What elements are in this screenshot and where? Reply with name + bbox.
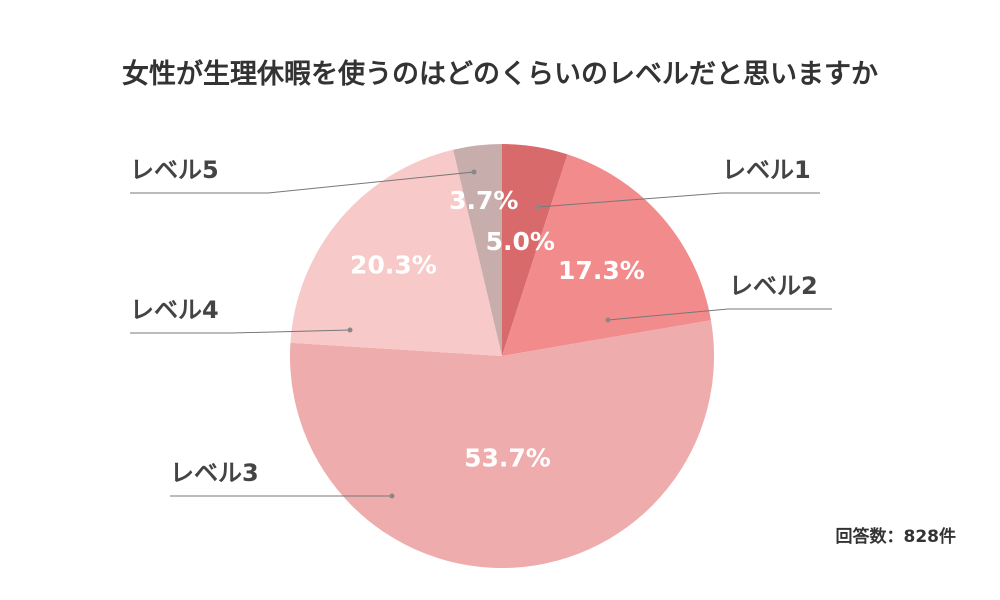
pie-slice-1 [502, 144, 568, 356]
chart-title: 女性が生理休暇を使うのはどのくらいのレベルだと思いますか [122, 59, 878, 90]
category-label-4: レベル4 [130, 296, 219, 324]
leader-dot-4 [347, 327, 353, 333]
value-label-1: 5.0% [486, 227, 555, 256]
pie-slice-2 [502, 154, 711, 356]
value-label-3: 53.7% [464, 444, 551, 473]
value-labels: 5.0%17.3% 53.7% 20.3% 3.7% [350, 186, 645, 472]
sample-size-note: 回答数：828件 [835, 527, 957, 547]
leader-dot-2 [605, 317, 611, 323]
leader-lines [130, 169, 832, 499]
value-label-2: 17.3% [558, 256, 645, 285]
pie-slices [289, 144, 714, 568]
leader-line-2 [607, 308, 832, 321]
value-label-5: 3.7% [449, 186, 518, 215]
leader-line-1 [537, 192, 820, 208]
leader-line-4 [130, 329, 351, 334]
category-labels: レベル1 レベル2 レベル3 レベル4 レベル5 [130, 156, 818, 487]
value-label-4: 20.3% [350, 250, 437, 279]
category-label-1: レベル1 [722, 156, 811, 184]
pie-slice-3 [289, 320, 714, 568]
leader-dot-5 [471, 169, 477, 175]
pie-slice-4 [290, 149, 502, 356]
leader-line-5 [130, 171, 475, 194]
category-label-2: レベル2 [729, 272, 818, 300]
leader-dot-3 [389, 493, 395, 499]
category-label-5: レベル5 [130, 156, 219, 184]
pie-slice-5 [453, 144, 502, 356]
leader-dot-1 [535, 204, 541, 210]
category-label-3: レベル3 [170, 459, 259, 487]
